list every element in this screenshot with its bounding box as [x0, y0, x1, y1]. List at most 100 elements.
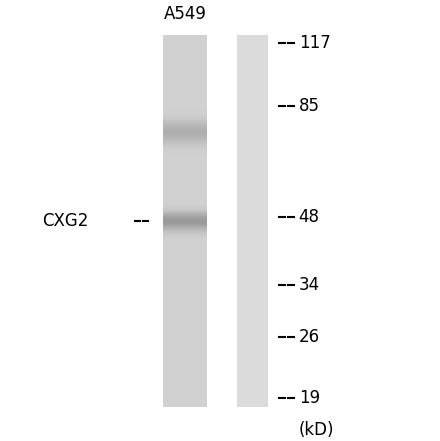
Bar — [238, 319, 268, 320]
Bar — [163, 359, 207, 360]
Bar — [238, 208, 268, 209]
Bar — [163, 355, 207, 356]
Bar — [238, 242, 268, 243]
Bar — [163, 103, 207, 104]
Bar — [163, 251, 207, 252]
Bar — [238, 134, 268, 135]
Bar — [163, 151, 207, 152]
Bar — [163, 183, 207, 185]
Bar — [163, 72, 207, 73]
Bar — [238, 376, 268, 377]
Bar — [238, 227, 268, 228]
Bar — [163, 274, 207, 275]
Bar — [163, 212, 207, 213]
Bar — [238, 165, 268, 166]
Bar — [238, 326, 268, 327]
Bar — [238, 219, 268, 220]
Bar — [163, 131, 207, 132]
Bar — [163, 369, 207, 370]
Bar — [163, 250, 207, 251]
Bar — [238, 372, 268, 373]
Bar — [163, 127, 207, 128]
Bar — [163, 167, 207, 168]
Bar — [238, 166, 268, 167]
Bar — [238, 41, 268, 42]
Bar — [238, 94, 268, 95]
Bar — [238, 389, 268, 390]
Bar — [238, 123, 268, 124]
Text: CXG2: CXG2 — [42, 212, 89, 230]
Bar — [163, 338, 207, 339]
Bar — [238, 364, 268, 365]
Bar — [238, 270, 268, 271]
Bar — [163, 301, 207, 302]
Bar — [163, 52, 207, 54]
Bar — [238, 231, 268, 232]
Bar — [163, 207, 207, 208]
Bar — [163, 395, 207, 396]
Bar — [163, 402, 207, 403]
Bar — [238, 366, 268, 368]
Bar — [238, 266, 268, 267]
Bar — [163, 399, 207, 400]
Bar — [238, 63, 268, 64]
Bar — [238, 280, 268, 281]
Bar — [238, 114, 268, 115]
Bar — [163, 78, 207, 80]
Bar — [163, 190, 207, 191]
Bar — [163, 196, 207, 197]
Bar — [163, 368, 207, 369]
Bar — [238, 42, 268, 43]
Bar — [238, 274, 268, 275]
Bar — [238, 405, 268, 406]
Bar — [238, 40, 268, 41]
Bar — [238, 97, 268, 98]
Bar — [163, 96, 207, 97]
Bar — [238, 275, 268, 276]
Bar — [163, 249, 207, 250]
Bar — [238, 171, 268, 172]
Bar — [163, 121, 207, 122]
Bar — [238, 217, 268, 218]
Bar — [163, 55, 207, 56]
Bar — [163, 247, 207, 248]
Bar — [238, 254, 268, 255]
Bar — [238, 153, 268, 154]
Bar — [238, 375, 268, 376]
Bar — [163, 149, 207, 150]
Bar — [163, 125, 207, 126]
Bar — [163, 226, 207, 227]
Bar — [238, 135, 268, 136]
Bar — [238, 287, 268, 288]
Bar — [163, 406, 207, 407]
Bar — [163, 357, 207, 358]
Bar — [163, 38, 207, 39]
Bar — [238, 267, 268, 268]
Bar — [238, 220, 268, 221]
Bar — [238, 170, 268, 171]
Bar — [238, 90, 268, 91]
Bar — [163, 136, 207, 137]
Bar — [238, 320, 268, 321]
Bar — [238, 296, 268, 297]
Bar — [238, 310, 268, 311]
Bar — [238, 168, 268, 169]
Bar — [238, 295, 268, 296]
Bar — [163, 379, 207, 380]
Bar — [238, 336, 268, 337]
Bar — [163, 122, 207, 123]
Bar — [163, 319, 207, 320]
Bar — [163, 64, 207, 65]
Bar — [238, 187, 268, 188]
Bar — [238, 332, 268, 333]
Bar — [238, 379, 268, 380]
Bar — [163, 273, 207, 274]
Bar — [238, 395, 268, 396]
Bar — [163, 117, 207, 118]
Bar — [163, 203, 207, 204]
Text: 34: 34 — [299, 276, 320, 294]
Bar — [163, 339, 207, 340]
Bar — [163, 50, 207, 51]
Bar — [163, 380, 207, 381]
Bar — [238, 398, 268, 399]
